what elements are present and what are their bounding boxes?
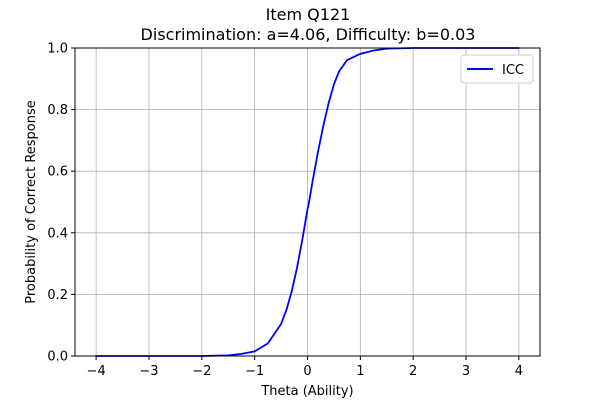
y-tick-label: 1.0	[47, 42, 68, 57]
x-tick-label: 0	[303, 364, 311, 379]
x-tick-label: 4	[515, 364, 523, 379]
x-tick-label: −2	[192, 364, 211, 379]
x-tick-label: −4	[87, 364, 106, 379]
grid-lines	[75, 47, 540, 357]
plot-area-frame	[74, 47, 541, 357]
chart-title: Item Q121	[266, 5, 351, 24]
legend: ICC	[460, 54, 534, 84]
legend-icc-label: ICC	[502, 63, 524, 78]
y-tick-label: 0.8	[47, 103, 68, 118]
series-layer	[95, 47, 520, 357]
x-tick-label: −3	[139, 364, 158, 379]
y-tick-label: 0.0	[47, 350, 68, 365]
y-tick-label: 0.6	[47, 165, 68, 180]
x-tick-label: 1	[356, 364, 364, 379]
chart-subtitle: Discrimination: a=4.06, Difficulty: b=0.…	[141, 25, 476, 44]
legend-box	[460, 54, 534, 84]
axis-ticks: −4 −3 −2 −1 0 1 2 3 4 0.0 0.2 0.4 0.6 0.8 1.0	[47, 42, 523, 380]
x-tick-label: −1	[245, 364, 264, 379]
y-axis-label: Probability of Correct Response	[24, 100, 39, 304]
x-tick-label: 2	[409, 364, 417, 379]
x-axis-label: Theta (Ability)	[260, 384, 353, 399]
y-tick-label: 0.4	[47, 226, 68, 241]
y-tick-label: 0.2	[47, 288, 68, 303]
icc-series-line	[95, 47, 520, 357]
x-tick-label: 3	[462, 364, 470, 379]
